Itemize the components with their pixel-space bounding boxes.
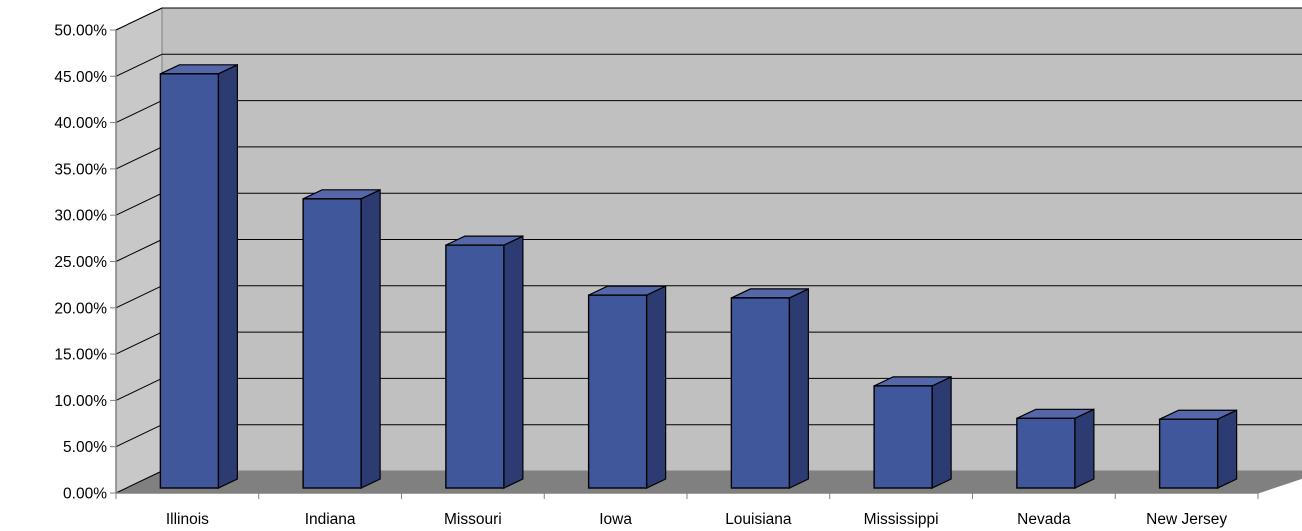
y-tick-label: 15.00%: [54, 347, 107, 364]
y-tick-label: 20.00%: [54, 300, 107, 317]
bar: [302, 188, 381, 489]
bar-front: [159, 73, 220, 489]
gridline-side: [115, 331, 163, 355]
y-tick-label: 45.00%: [54, 69, 107, 86]
gridline-side: [115, 424, 163, 448]
gridline-side: [115, 470, 163, 494]
bar: [445, 235, 524, 489]
y-tick-label: 40.00%: [54, 115, 107, 132]
x-tick-label: New Jersey: [1146, 511, 1227, 528]
x-tick-label: Nevada: [1017, 511, 1071, 528]
bar: [730, 287, 809, 489]
gridline-side: [115, 100, 163, 124]
y-tick-label: 30.00%: [54, 208, 107, 225]
y-axis: 0.00% 5.00% 10.00% 15.00% 20.00% 25.00% 30.00%…: [54, 23, 117, 503]
x-axis: Illinois Indiana Missouri Iowa Louisiana Miss…: [115, 477, 1302, 528]
y-tick-label: 10.00%: [54, 393, 107, 410]
chart-floor: [116, 471, 1302, 493]
chart-walls: [115, 7, 1302, 494]
x-tick-label: Iowa: [599, 511, 632, 528]
bar-side: [1074, 408, 1095, 489]
bar: [873, 375, 952, 489]
bar-front: [730, 297, 791, 489]
bar: [1158, 409, 1238, 489]
bar-front: [587, 294, 648, 489]
x-tick-label: Louisiana: [725, 511, 792, 528]
gridline-side: [115, 285, 163, 309]
y-tick-label: 5.00%: [63, 439, 107, 456]
bar-side: [931, 375, 952, 489]
bar-side: [646, 285, 667, 489]
y-tick-label: 35.00%: [54, 161, 107, 178]
gridline-side: [115, 7, 163, 31]
x-tick-label: Indiana: [305, 511, 356, 528]
x-axis-depth-line: [1257, 477, 1302, 494]
x-tick-label: Missouri: [444, 511, 502, 528]
bar-front: [1158, 418, 1219, 489]
y-tick-label: 25.00%: [54, 254, 107, 271]
bar-front: [1016, 417, 1076, 489]
bar-side: [503, 235, 524, 489]
bar-front: [873, 385, 933, 489]
bar-side: [788, 287, 809, 489]
bar-side: [360, 188, 381, 489]
y-tick-label: 50.00%: [54, 23, 107, 40]
y-tick-label: 0.00%: [63, 486, 107, 503]
gridline-side: [115, 239, 163, 262]
bar-side: [1217, 409, 1238, 489]
bar-side: [217, 63, 238, 489]
gridline-side: [115, 377, 163, 401]
bar: [1016, 408, 1095, 489]
x-tick-label: Illinois: [166, 511, 209, 528]
bar-front: [445, 244, 505, 489]
bar-front: [302, 198, 362, 489]
bar: [587, 285, 667, 489]
x-tick-label: Mississippi: [864, 511, 939, 528]
gridline-side: [115, 146, 163, 170]
gridline-side: [115, 53, 163, 77]
gridline-side: [115, 192, 163, 216]
bars: [159, 63, 1238, 489]
bar: [159, 63, 238, 489]
